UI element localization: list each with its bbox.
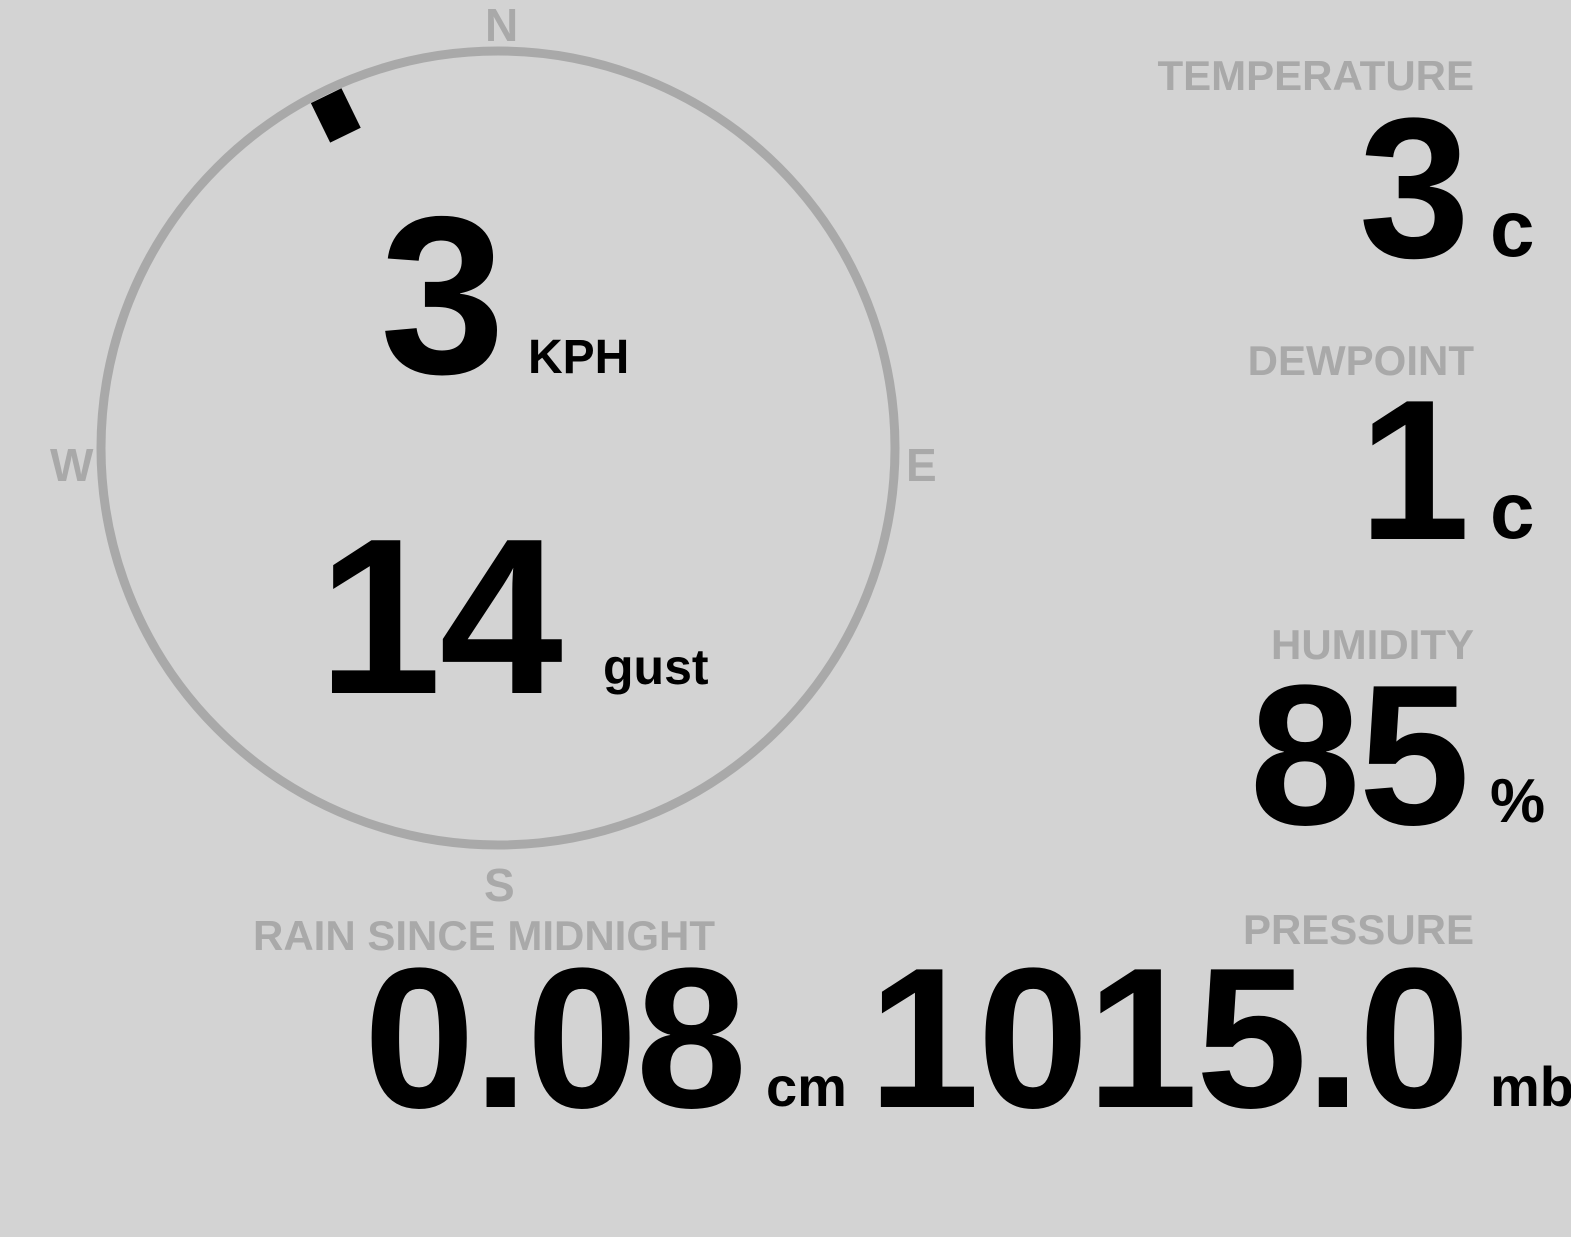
compass-east: E: [906, 439, 937, 491]
wind-direction-needle: [310, 88, 361, 143]
pressure-unit: mb: [1490, 1055, 1571, 1118]
wind-speed-value: 3: [380, 169, 505, 421]
rain-unit: cm: [766, 1055, 847, 1118]
wind-gust-value: 14: [318, 493, 563, 741]
dewpoint-value: 1: [1358, 359, 1470, 582]
dewpoint-label: DEWPOINT: [1247, 337, 1474, 384]
rain-label: RAIN SINCE MIDNIGHT: [253, 912, 715, 959]
pressure-label: PRESSURE: [1242, 906, 1474, 953]
compass-ring: [96, 46, 900, 850]
temperature-label: TEMPERATURE: [1157, 52, 1474, 99]
humidity-value: 85: [1249, 644, 1470, 867]
compass-north: N: [485, 0, 519, 51]
temperature-value: 3: [1358, 77, 1470, 300]
dewpoint-unit: c: [1490, 466, 1535, 555]
temperature-unit: c: [1490, 184, 1535, 273]
humidity-label: HUMIDITY: [1271, 621, 1474, 668]
compass-south: S: [484, 859, 515, 911]
compass-west: W: [50, 439, 94, 491]
wind-speed-unit: KPH: [528, 331, 630, 384]
wind-gust-unit: gust: [603, 639, 709, 695]
rain-value: 0.08: [363, 927, 747, 1150]
humidity-unit: %: [1490, 767, 1546, 836]
pressure-value: 1015.0: [868, 927, 1470, 1150]
